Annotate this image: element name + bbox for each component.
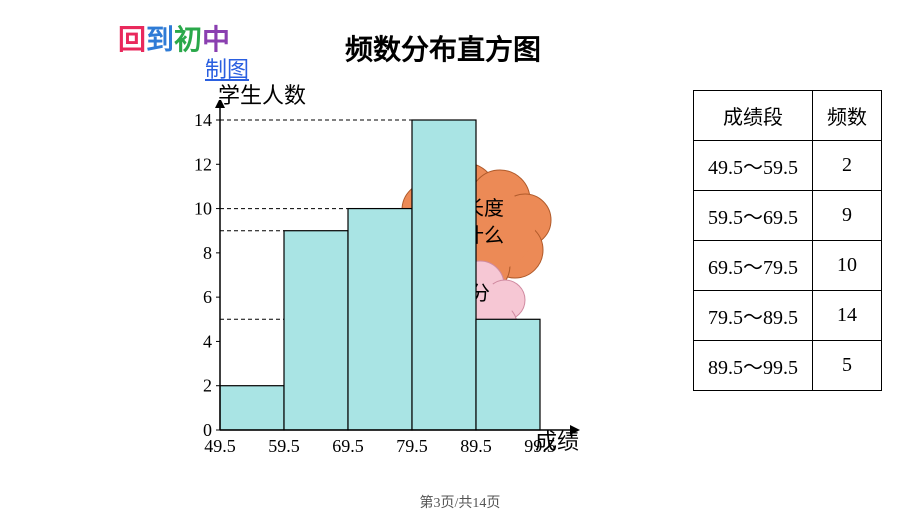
table-row: 49.5～59.52 [694,141,882,191]
svg-text:49.5: 49.5 [204,436,236,456]
svg-text:69.5: 69.5 [332,436,364,456]
histogram-chart: 位长度意什么分0246810121449.559.569.579.589.599… [180,100,580,460]
table-row: 59.5～69.59 [694,191,882,241]
svg-text:99.5: 99.5 [524,436,556,456]
deco-char-1: 回 [118,25,146,56]
deco-char-3: 初 [174,25,202,56]
svg-text:79.5: 79.5 [396,436,428,456]
frequency-table: 成绩段 频数 49.5～59.52 59.5～69.59 69.5～79.510… [693,90,882,391]
col-header-range: 成绩段 [694,91,813,141]
svg-text:59.5: 59.5 [268,436,300,456]
svg-text:89.5: 89.5 [460,436,492,456]
page-footer: 第3页/共14页 [0,492,920,512]
svg-text:12: 12 [194,154,212,174]
table-row: 89.5～99.55 [694,341,882,391]
table-header-row: 成绩段 频数 [694,91,882,141]
svg-text:2: 2 [203,376,212,396]
deco-char-2: 到 [146,25,174,56]
svg-text:8: 8 [203,243,212,263]
col-header-freq: 频数 [813,91,882,141]
svg-text:6: 6 [203,287,212,307]
svg-text:14: 14 [194,110,212,130]
page-title: 频数分布直方图 [345,28,541,68]
svg-text:10: 10 [194,199,212,219]
table-row: 69.5～79.510 [694,241,882,291]
svg-text:4: 4 [203,331,212,351]
table-row: 79.5～89.514 [694,291,882,341]
